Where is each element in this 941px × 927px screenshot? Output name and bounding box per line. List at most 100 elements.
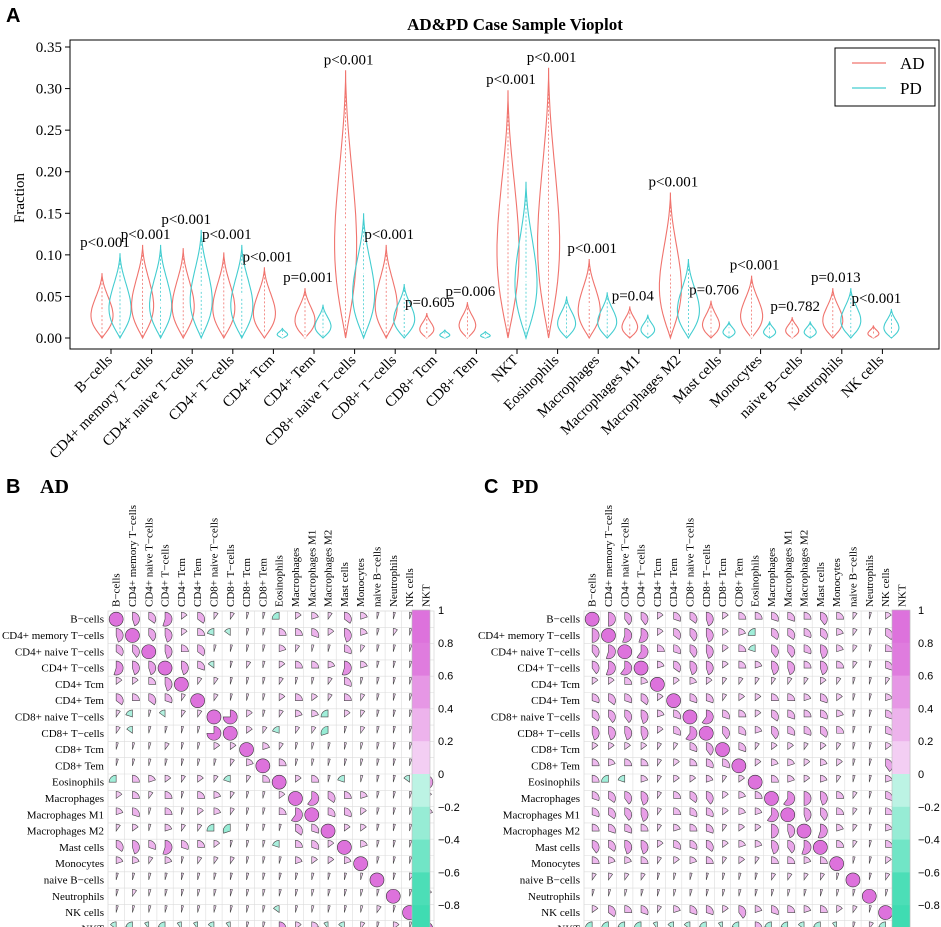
corr-pie [224,628,231,637]
corr-pie [272,725,280,734]
colorbar-tick-label: −0.4 [918,835,940,847]
violin-ad-median [465,334,469,338]
p-value-label: p=0.782 [770,299,820,315]
corr-pie [718,921,723,927]
corr-pie [601,921,609,927]
column-label: CD4+ naive T−cells [619,518,631,607]
corr-pie [771,774,779,783]
violin-ad [252,267,276,340]
corr-pie [640,742,648,751]
corr-pie [797,921,805,927]
corr-pie [608,872,613,881]
corr-pie [722,628,729,637]
column-label: NK cells [880,568,892,607]
corr-pie [771,677,776,686]
corr-pie [132,758,135,766]
corr-pie [820,693,828,704]
column-label: B−cells [587,573,599,607]
corr-pie [673,840,681,850]
colorbar-tick-label: 0.2 [918,736,933,748]
violin-pd-median [889,334,893,338]
corr-pie [747,774,763,790]
panel-label-b: B [6,476,20,498]
corr-pie [591,856,600,864]
violin-ad-median [425,334,429,338]
corr-pie [689,774,697,783]
corr-pie [722,644,729,653]
corr-pie [311,758,315,766]
corr-pie [246,823,250,832]
corr-pie [246,709,253,718]
corr-pie [392,644,396,652]
corr-pie [673,742,679,751]
violin-ad [785,317,800,339]
corr-pie [673,660,681,673]
colorbar-segment [412,872,430,906]
colorbar-tick-label: 0 [438,769,444,781]
corr-pie [262,611,266,620]
corr-pie [181,725,184,734]
corr-pie [657,774,662,784]
corr-pie [689,840,698,850]
corr-pie [689,807,698,818]
corr-pie [803,611,812,620]
corr-pie [885,611,892,620]
violin-ad [658,192,682,340]
violin-pd-median [849,319,853,323]
corr-pie [787,758,795,767]
colorbar-segment [892,741,910,775]
corr-pie [591,905,599,914]
corr-pie [360,628,368,636]
corr-pie [360,905,364,913]
row-label: CD8+ T−cells [41,728,104,740]
corr-pie [115,840,124,852]
corr-pie [689,660,698,676]
violin-pd [557,296,577,339]
y-tick-label: 0.15 [36,206,62,222]
corr-pie [162,840,173,855]
violin-ad-median [790,334,794,338]
corr-pie [222,823,231,834]
corr-pie [344,758,347,766]
corr-pie [771,872,776,881]
row-label: CD8+ naive T−cells [491,712,580,724]
corr-pie [213,774,219,784]
corr-pie [754,742,760,751]
corr-pie [673,725,681,736]
corr-pie [392,840,396,848]
colorbar-tick-label: −0.8 [918,900,940,912]
corr-pie [360,888,364,897]
corr-pie [657,742,662,751]
corr-pie [624,709,633,724]
row-label: Eosinophils [52,777,104,789]
corr-pie [181,742,184,750]
row-label: CD4+ Tem [55,695,104,707]
corr-pie [132,888,137,898]
corr-pie [115,742,119,750]
corr-pie [108,774,117,783]
corr-pie [376,742,380,750]
corr-pie [605,660,616,676]
corr-pie [181,628,188,637]
corr-pie [650,677,665,692]
legend-label-pd: PD [900,79,922,98]
corr-pie [820,660,828,676]
corr-pie [787,742,794,751]
row-label: Mast cells [535,842,580,854]
colorbar-tick-label: 0.4 [438,703,453,715]
corr-pie [754,693,762,702]
corr-pie [295,644,300,653]
corr-pie [376,840,380,848]
corr-pie [197,677,203,686]
violin-ad-median [750,334,754,338]
corr-pie [392,823,396,832]
row-label: CD4+ T−cells [517,663,580,675]
corr-pie [673,823,681,832]
corr-pie [705,856,714,864]
corr-pie [295,677,298,685]
corr-pie [311,742,315,750]
corr-pie [344,823,351,832]
corr-pie [376,725,380,734]
colorbar-segment [412,708,430,742]
corr-pie [591,709,600,722]
